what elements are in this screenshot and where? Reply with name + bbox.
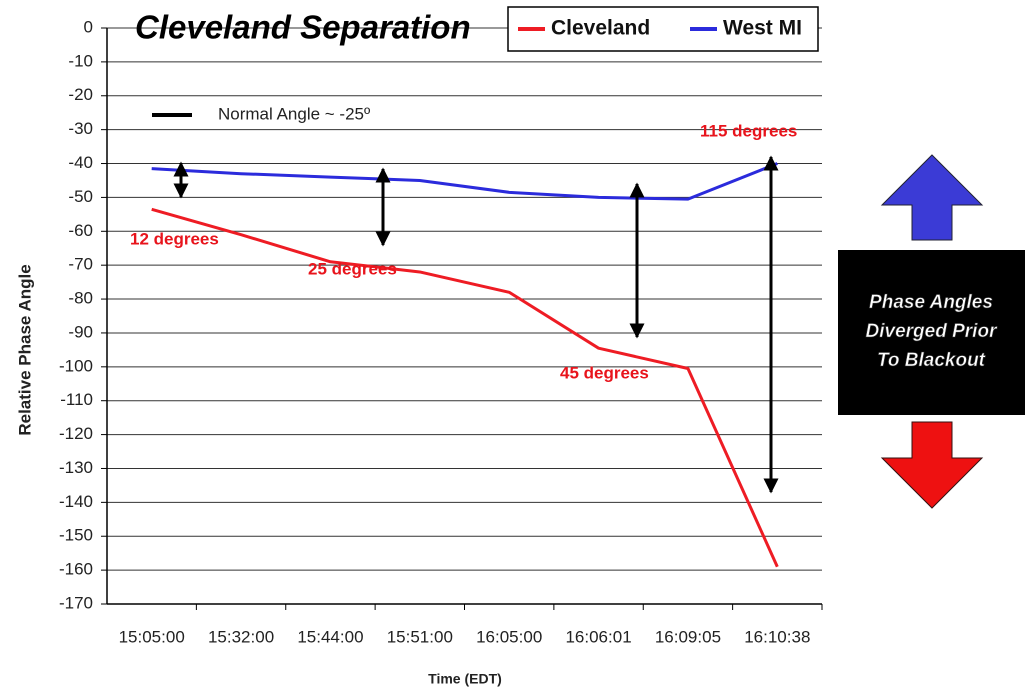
y-tick-label: -80 — [68, 289, 93, 308]
annotation: 12 degrees — [130, 229, 219, 248]
y-tick-label: -170 — [59, 593, 93, 612]
side-box — [838, 250, 1025, 415]
legend-label: West MI — [723, 17, 802, 40]
y-tick-label: -110 — [60, 390, 93, 409]
annotation: 115 degrees — [700, 121, 797, 140]
x-tick-label: 15:44:00 — [297, 627, 363, 646]
y-tick-label: -60 — [68, 221, 93, 240]
y-tick-label: -140 — [59, 492, 93, 511]
y-tick-label: 0 — [84, 17, 93, 36]
annotation: 45 degrees — [560, 363, 649, 382]
difference-arrows — [173, 155, 779, 494]
annotation: 25 degrees — [308, 259, 397, 278]
chart-title: Cleveland Separation — [135, 9, 471, 46]
x-tick-label: 16:06:01 — [565, 627, 631, 646]
series-line — [151, 162, 778, 201]
annotation: Normal Angle ~ -25º — [218, 104, 370, 123]
side-box-text: To Blackout — [877, 350, 986, 371]
y-tick-label: -70 — [68, 255, 93, 274]
side-box-text: Diverged Prior — [866, 321, 999, 342]
x-tick-label: 16:10:38 — [744, 627, 810, 646]
x-tick-label: 15:32:00 — [208, 627, 274, 646]
x-tick-label: 16:05:00 — [476, 627, 542, 646]
y-tick-label: -160 — [59, 560, 93, 579]
y-tick-label: -50 — [68, 187, 93, 206]
x-tick-label: 15:05:00 — [119, 627, 185, 646]
legend: Cleveland West MI — [507, 6, 819, 52]
y-tick-label: -130 — [59, 458, 93, 477]
y-tick-label: -30 — [68, 119, 93, 138]
x-tick-label: 16:09:05 — [655, 627, 721, 646]
y-tick-label: -40 — [68, 153, 93, 172]
y-tick-label: -150 — [59, 526, 93, 545]
series-line — [151, 207, 779, 568]
y-tick-label: -100 — [59, 356, 93, 375]
y-tick-label: -20 — [68, 85, 93, 104]
y-tick-label: -10 — [68, 51, 93, 70]
legend-label: Cleveland — [551, 17, 650, 40]
x-axis-label: Time (EDT) — [428, 671, 502, 687]
side-box-text: Phase Angles — [869, 292, 993, 313]
y-axis-label: Relative Phase Angle — [15, 264, 34, 435]
y-tick-label: -90 — [68, 322, 93, 341]
x-tick-label: 15:51:00 — [387, 627, 453, 646]
up-arrow — [880, 154, 984, 241]
y-tick-label: -120 — [59, 424, 93, 443]
down-arrow — [880, 421, 984, 509]
